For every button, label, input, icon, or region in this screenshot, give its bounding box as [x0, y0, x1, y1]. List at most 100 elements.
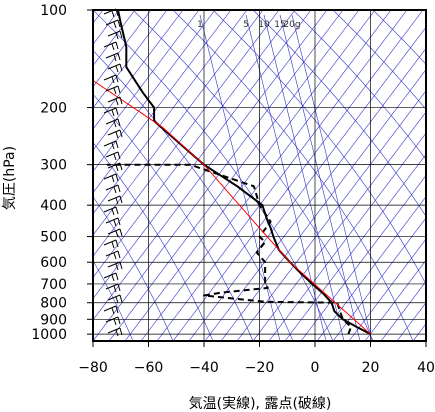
wind-barb: [105, 19, 121, 29]
dry-adiabat-line: [93, 50, 294, 341]
wind-barb-flag: [119, 195, 123, 204]
wind-barb-flag: [115, 206, 119, 215]
wind-barb-flag: [115, 173, 119, 182]
wind-barb-staff: [105, 184, 119, 191]
wind-barb-flag: [117, 217, 121, 226]
wind-barb: [107, 162, 123, 172]
wind-barb-flag: [115, 65, 119, 73]
wind-barb-flag: [117, 250, 121, 259]
wind-barb: [107, 228, 123, 238]
x-tick-label: −60: [134, 360, 164, 376]
mixing-ratio-label: 15: [274, 20, 285, 30]
mixing-ratio-line: [291, 14, 373, 341]
wind-barb: [107, 261, 123, 271]
wind-barb-flag: [111, 241, 115, 249]
isotherm-line: [93, 10, 280, 257]
y-tick-label: 300: [40, 158, 67, 174]
wind-barb-staff: [107, 162, 121, 169]
wind-barb-flag: [117, 151, 121, 160]
wind-barb-staff: [107, 63, 121, 70]
wind-barb: [105, 316, 121, 326]
wind-barb: [105, 118, 121, 128]
x-axis-title: 気温(実線), 露点(破線): [189, 396, 332, 412]
wind-barb-staff: [105, 283, 119, 290]
wind-barb-staff: [103, 305, 117, 312]
wind-barb: [105, 217, 121, 227]
wind-barb: [105, 250, 121, 260]
wind-barb-flag: [113, 120, 117, 128]
mixing-ratio-label: 1: [197, 20, 203, 30]
wind-barb-flag: [113, 186, 117, 194]
wind-barb-flag: [117, 184, 121, 193]
wind-barb-staff: [105, 19, 119, 26]
isotherm-line: [140, 10, 392, 341]
y-tick-label: 800: [40, 296, 67, 312]
wind-barb-flag: [119, 129, 123, 138]
wind-barb: [103, 239, 119, 249]
wind-barb-staff: [105, 151, 119, 158]
wind-barb-flag: [117, 85, 121, 94]
wind-barb-flag: [111, 142, 115, 150]
wind-barb-flag: [119, 327, 123, 336]
dry-adiabat-line: [172, 10, 414, 341]
wind-barb: [103, 173, 119, 183]
wind-barb-flag: [115, 296, 119, 304]
wind-barb-staff: [103, 272, 117, 279]
wind-barb-staff: [107, 30, 121, 37]
wind-barb-staff: [103, 173, 117, 180]
wind-barb-staff: [105, 316, 119, 323]
wind-barb-flag: [117, 283, 121, 292]
wind-barb-flag: [115, 107, 119, 116]
wind-barb-flag: [115, 197, 119, 205]
dry-adiabat-line: [93, 10, 334, 341]
wind-barb: [103, 272, 119, 282]
wind-barb-flag: [115, 131, 119, 139]
isotherm-line: [364, 259, 426, 341]
isotherm-line: [156, 10, 408, 341]
wind-barb-flag: [111, 43, 115, 51]
wind-barb: [107, 129, 123, 139]
x-tick-label: 20: [362, 360, 380, 376]
wind-barb-flag: [111, 109, 115, 117]
isotherm-line: [93, 10, 264, 236]
wind-barb-flag: [117, 19, 121, 28]
wind-barb: [103, 206, 119, 216]
wind-barb-flag: [113, 54, 117, 62]
isotherm-line: [93, 10, 248, 215]
x-tick-label: 0: [311, 360, 320, 376]
wind-barb-flag: [115, 32, 119, 40]
wind-barb: [107, 327, 123, 337]
wind-barb-flag: [115, 98, 119, 106]
wind-barb: [105, 52, 121, 62]
dry-adiabat-line: [93, 93, 254, 341]
y-tick-label: 700: [40, 277, 67, 293]
mixing-ratio-label: 10: [258, 20, 270, 30]
wind-barb: [105, 184, 121, 194]
mixing-ratio-label: 20g: [283, 20, 300, 30]
isotherm-line: [108, 10, 360, 341]
wind-barb-staff: [103, 140, 117, 147]
isotherm-line: [93, 10, 216, 173]
isotherm-line: [380, 280, 426, 341]
wind-barb-flag: [115, 140, 119, 149]
wind-barb-flag: [115, 263, 119, 271]
wind-barb: [105, 151, 121, 161]
dry-adiabat-line: [212, 10, 426, 285]
wind-barb-flag: [117, 118, 121, 127]
isotherm-line: [93, 10, 232, 194]
wind-barb-flag: [111, 10, 115, 18]
wind-barb-flag: [115, 164, 119, 172]
wind-barb-flag: [119, 294, 123, 303]
wind-barb-staff: [107, 261, 121, 268]
wind-barb-flag: [115, 272, 119, 281]
isotherm-line: [348, 238, 426, 341]
wind-barb: [107, 30, 123, 40]
wind-barb-flag: [113, 87, 117, 95]
y-tick-label: 1000: [31, 327, 67, 343]
wind-barb: [105, 85, 121, 95]
wind-barb-flag: [113, 153, 117, 161]
wind-barb: [103, 41, 119, 51]
wind-barb-flag: [111, 76, 115, 84]
